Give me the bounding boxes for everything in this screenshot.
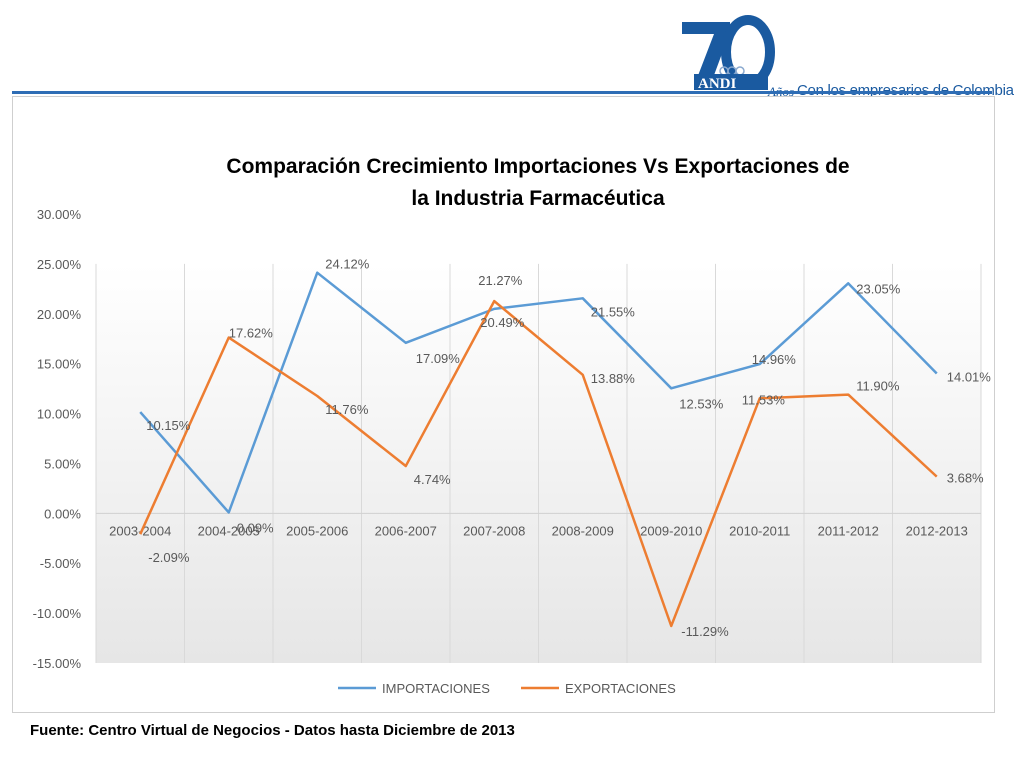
y-tick-label: -15.00% — [33, 656, 82, 671]
chart-title-line1: Comparación Crecimiento Importaciones Vs… — [226, 155, 849, 178]
y-tick-label: -10.00% — [33, 606, 82, 621]
data-label-exportaciones: 3.68% — [947, 471, 984, 486]
source-note: Fuente: Centro Virtual de Negocios - Dat… — [30, 722, 515, 739]
x-tick-label: 2008-2009 — [552, 523, 614, 538]
y-tick-label: 10.00% — [37, 407, 82, 422]
x-tick-label: 2006-2007 — [375, 523, 437, 538]
y-tick-label: -5.00% — [40, 556, 82, 571]
logo-tagline: Con los empresarios de Colombia — [797, 82, 1014, 99]
y-tick-label: 25.00% — [37, 257, 82, 272]
x-tick-label: 2011-2012 — [818, 523, 879, 538]
data-label-importaciones: 12.53% — [679, 396, 724, 411]
data-label-importaciones: 10.15% — [146, 418, 191, 433]
data-label-exportaciones: -2.09% — [148, 550, 190, 565]
y-tick-label: 0.00% — [44, 506, 81, 521]
legend-label-importaciones: IMPORTACIONES — [382, 681, 490, 696]
data-label-importaciones: 14.01% — [947, 370, 992, 385]
data-label-importaciones: 0.09% — [237, 520, 274, 535]
y-tick-label: 20.00% — [37, 307, 82, 322]
x-tick-label: 2005-2006 — [286, 523, 348, 538]
x-tick-label: 2009-2010 — [640, 523, 702, 538]
x-tick-label: 2007-2008 — [463, 523, 525, 538]
y-tick-label: 30.00% — [37, 207, 82, 222]
x-tick-label: 2004-2005 — [198, 523, 260, 538]
data-label-importaciones: 24.12% — [325, 257, 370, 272]
y-tick-label: 5.00% — [44, 456, 81, 471]
data-label-exportaciones: 4.74% — [414, 472, 451, 487]
x-tick-label: 2012-2013 — [906, 523, 968, 538]
data-label-exportaciones: 21.27% — [478, 273, 523, 288]
series-line-exportaciones — [139, 299, 938, 628]
x-tick-label: 2003-2004 — [109, 523, 171, 538]
data-label-exportaciones: -11.29% — [681, 624, 729, 639]
data-label-importaciones: 14.96% — [752, 352, 797, 367]
y-tick-label: 15.00% — [37, 357, 82, 372]
data-label-importaciones: 17.09% — [416, 351, 461, 366]
data-label-importaciones: 21.55% — [591, 304, 636, 319]
line-chart: Comparación Crecimiento Importaciones Vs… — [33, 155, 992, 696]
data-label-importaciones: 20.49% — [480, 315, 525, 330]
chart-title-line2: la Industria Farmacéutica — [411, 187, 665, 210]
logo-brand: ANDI — [698, 76, 736, 92]
data-label-importaciones: 23.05% — [856, 281, 901, 296]
data-label-exportaciones: 11.53% — [742, 392, 786, 407]
series-line-importaciones — [139, 271, 938, 514]
x-tick-label: 2010-2011 — [729, 523, 790, 538]
data-label-exportaciones: 17.62% — [229, 326, 274, 341]
chart-frame: Comparación Crecimiento Importaciones Vs… — [12, 96, 995, 713]
header-rule — [12, 91, 992, 94]
data-label-exportaciones: 11.76% — [325, 402, 369, 417]
legend-label-exportaciones: EXPORTACIONES — [565, 681, 676, 696]
andi-70-emblem: ANDI — [682, 15, 775, 92]
data-label-exportaciones: 13.88% — [591, 371, 636, 386]
andi-logo: ANDI Años Con los empresarios de Colombi… — [680, 14, 1014, 99]
data-label-exportaciones: 11.90% — [856, 379, 900, 394]
